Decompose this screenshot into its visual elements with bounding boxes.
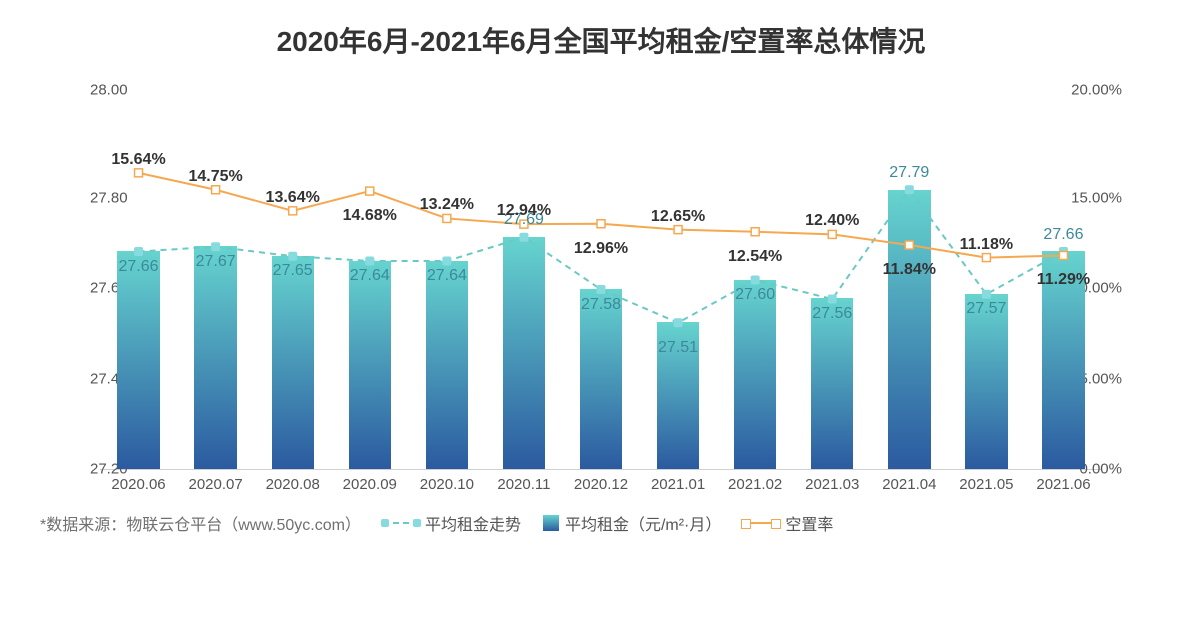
legend-label: 空置率 — [785, 511, 833, 535]
vacancy-value-label: 12.40% — [805, 212, 859, 230]
x-tick: 2021.04 — [871, 476, 948, 493]
vacancy-value-label: 12.96% — [574, 240, 628, 258]
rent-bar-swatch-icon — [543, 515, 559, 531]
rent-value-label: 27.60 — [735, 286, 775, 304]
rent-value-label: 27.66 — [1043, 226, 1083, 244]
x-tick: 2021.03 — [794, 476, 871, 493]
rent-trend-point — [211, 242, 220, 251]
vacancy-point — [443, 214, 451, 222]
rent-trend-point — [905, 185, 914, 194]
x-tick: 2020.07 — [177, 476, 254, 493]
vacancy-point — [674, 226, 682, 234]
rent-trend-point — [365, 257, 374, 266]
vacancy-point — [135, 169, 143, 177]
x-tick: 2020.08 — [254, 476, 331, 493]
x-tick: 2021.05 — [948, 476, 1025, 493]
vacancy-value-label: 13.24% — [420, 196, 474, 214]
rent-value-label: 27.65 — [273, 262, 313, 280]
x-axis: 2020.062020.072020.082020.092020.102020.… — [100, 476, 1102, 493]
vacancy-value-label: 11.18% — [960, 236, 1013, 254]
x-tick: 2020.12 — [562, 476, 639, 493]
x-tick: 2021.02 — [717, 476, 794, 493]
rent-value-label: 27.51 — [658, 339, 698, 357]
rent-trend-swatch-icon — [383, 522, 419, 524]
rent-value-label: 27.66 — [119, 258, 159, 276]
vacancy-point — [905, 241, 913, 249]
x-tick: 2021.01 — [640, 476, 717, 493]
legend-label: 平均租金（元/m²·月） — [565, 511, 721, 535]
vacancy-value-label: 15.64% — [111, 151, 165, 169]
vacancy-point — [212, 186, 220, 194]
vacancy-value-label: 12.54% — [728, 248, 782, 266]
rent-trend-point — [134, 247, 143, 256]
rent-value-label: 27.56 — [812, 305, 852, 323]
x-tick: 2020.06 — [100, 476, 177, 493]
vacancy-swatch-icon — [743, 522, 779, 524]
vacancy-value-label: 12.94% — [497, 202, 551, 220]
legend-item-rent-bar: 平均租金（元/m²·月） — [543, 511, 721, 535]
chart-title: 2020年6月-2021年6月全国平均租金/空置率总体情况 — [40, 20, 1162, 60]
vacancy-point — [828, 230, 836, 238]
chart-container: 28.0027.8027.6027.4027.20 20.00%15.00%10… — [40, 90, 1162, 493]
line-overlay — [100, 90, 1102, 470]
legend-item-vacancy: 空置率 — [743, 511, 833, 535]
rent-trend-point — [519, 233, 528, 242]
legend-label: 平均租金走势 — [425, 511, 521, 535]
vacancy-value-label: 11.29% — [1037, 271, 1090, 289]
vacancy-point — [1059, 251, 1067, 259]
legend: *数据来源：物联云仓平台（www.50yc.com） 平均租金走势 平均租金（元… — [40, 511, 1162, 535]
rent-value-label: 27.57 — [966, 300, 1006, 318]
legend-item-rent-trend: 平均租金走势 — [383, 511, 521, 535]
vacancy-point — [597, 220, 605, 228]
rent-value-label: 27.64 — [350, 267, 390, 285]
x-tick: 2021.06 — [1025, 476, 1102, 493]
rent-trend-point — [674, 318, 683, 327]
vacancy-value-label: 14.68% — [343, 207, 397, 225]
plot-area: 28.0027.8027.6027.4027.20 20.00%15.00%10… — [100, 90, 1102, 470]
data-source-note: *数据来源：物联云仓平台（www.50yc.com） — [40, 511, 361, 535]
rent-trend-point — [982, 290, 991, 299]
rent-trend-point — [288, 252, 297, 261]
rent-value-label: 27.58 — [581, 296, 621, 314]
rent-value-label: 27.79 — [889, 164, 929, 182]
vacancy-point — [751, 228, 759, 236]
rent-trend-point — [442, 257, 451, 266]
x-tick: 2020.11 — [485, 476, 562, 493]
rent-value-label: 27.67 — [196, 253, 236, 271]
vacancy-value-label: 11.84% — [883, 261, 936, 279]
vacancy-point — [366, 187, 374, 195]
rent-value-label: 27.64 — [427, 267, 467, 285]
vacancy-value-label: 14.75% — [188, 168, 242, 186]
vacancy-point — [982, 254, 990, 262]
rent-trend-point — [597, 285, 606, 294]
vacancy-point — [289, 207, 297, 215]
x-tick: 2020.10 — [408, 476, 485, 493]
rent-trend-point — [828, 295, 837, 304]
rent-trend-point — [751, 276, 760, 285]
x-tick: 2020.09 — [331, 476, 408, 493]
vacancy-value-label: 13.64% — [266, 189, 320, 207]
vacancy-value-label: 12.65% — [651, 208, 705, 226]
